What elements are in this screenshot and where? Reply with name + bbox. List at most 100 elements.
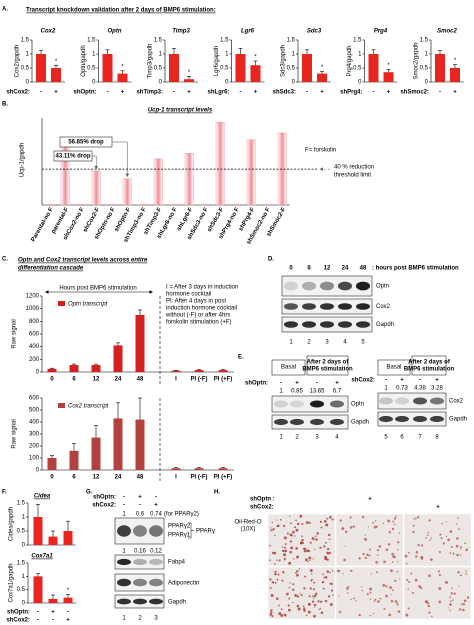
- y-tick-label: 100: [29, 456, 40, 462]
- note: induction hormone cocktail: [166, 306, 237, 312]
- lipid-droplet: [309, 541, 312, 544]
- lipid-droplet: [420, 556, 424, 560]
- lipid-droplet: [290, 522, 292, 525]
- bar: [36, 54, 46, 82]
- lane-header: 0: [289, 266, 293, 272]
- panel-letter: C.: [2, 257, 8, 263]
- lipid-droplet: [441, 522, 443, 525]
- lipid-droplet: [312, 595, 314, 598]
- lipid-droplet: [323, 519, 327, 523]
- lane-number: 5: [384, 435, 388, 441]
- lipid-droplet: [317, 600, 320, 603]
- lipid-droplet: [410, 572, 413, 575]
- bar: [215, 121, 225, 206]
- sh-label: shOptn:: [7, 610, 30, 616]
- lane-header: 48: [360, 266, 367, 272]
- band-note: (for PPARγ2): [164, 512, 199, 518]
- x-tick-label: PI (+F): [214, 475, 233, 481]
- lipid-droplet: [278, 612, 282, 616]
- x-tick-label: PI (-F): [191, 475, 208, 481]
- lipid-droplet: [391, 552, 394, 556]
- lipid-droplet: [393, 517, 397, 520]
- significance: *: [454, 58, 457, 64]
- lipid-droplet: [350, 569, 353, 572]
- lipid-droplet: [324, 541, 327, 544]
- lipid-droplet: [309, 559, 311, 561]
- lipid-droplet: [362, 552, 365, 556]
- sh-sign: -: [123, 503, 125, 509]
- lipid-droplet: [407, 588, 409, 590]
- sh-label: shLgr6:: [207, 90, 229, 96]
- lipid-droplet: [407, 607, 410, 610]
- bar: [250, 65, 261, 82]
- condition-box: [411, 355, 447, 376]
- lipid-droplet: [326, 552, 330, 555]
- lipid-droplet: [304, 575, 307, 578]
- sh-sign: -: [123, 495, 125, 501]
- lane-number: 4: [343, 340, 347, 346]
- lipid-droplet: [373, 600, 376, 603]
- lipid-droplet: [372, 612, 375, 615]
- lipid-droplet: [465, 572, 468, 575]
- significance: *: [121, 64, 124, 70]
- significance: *: [188, 70, 191, 76]
- sh-label: shCox2:: [6, 90, 30, 96]
- band: [379, 397, 393, 405]
- lipid-droplet: [388, 613, 392, 617]
- lipid-droplet: [461, 603, 463, 605]
- bar: [117, 73, 128, 82]
- lipid-droplet: [302, 605, 305, 608]
- band: [274, 418, 288, 426]
- lane-header: 12: [324, 266, 331, 272]
- lipid-droplet: [274, 563, 276, 565]
- sh-label: shTimp3:: [136, 90, 163, 96]
- lipid-droplet: [353, 597, 355, 600]
- lipid-droplet: [414, 517, 417, 520]
- lipid-droplet: [290, 534, 293, 537]
- condition-box: [271, 359, 306, 376]
- bar: [435, 54, 445, 82]
- x-tick-label: I: [175, 377, 177, 383]
- lipid-droplet: [289, 582, 291, 584]
- bar: [48, 599, 58, 603]
- row-label: Cox2: [376, 304, 391, 310]
- lipid-droplet: [329, 515, 332, 519]
- lipid-droplet: [415, 555, 418, 558]
- lipid-droplet: [343, 558, 346, 562]
- sh-sign: -: [306, 90, 308, 96]
- lipid-droplet: [413, 518, 415, 520]
- bar: [246, 139, 256, 206]
- note: I = After 3 days in induction: [166, 285, 238, 291]
- bar: [69, 450, 79, 470]
- lipid-droplet: [376, 549, 380, 552]
- lipid-droplet: [310, 579, 313, 582]
- lipid-droplet: [460, 574, 463, 577]
- x-tick-label: 48: [137, 475, 144, 481]
- lipid-droplet: [279, 518, 282, 521]
- lipid-droplet: [304, 558, 308, 562]
- row-label: Cox2: [449, 399, 464, 405]
- band-ratio: 1: [122, 549, 126, 555]
- bar: [63, 597, 73, 603]
- lipid-droplet: [450, 592, 453, 595]
- y-tick-label: 1.5: [287, 38, 296, 44]
- lipid-droplet: [284, 557, 286, 560]
- lipid-droplet: [309, 569, 313, 572]
- lipid-droplet: [326, 570, 330, 573]
- bar: [47, 458, 57, 470]
- lipid-droplet: [284, 549, 288, 553]
- lipid-droplet: [449, 603, 452, 606]
- blot: [377, 411, 447, 427]
- lipid-droplet: [367, 526, 369, 528]
- significance: *: [321, 65, 324, 71]
- lipid-droplet: [427, 602, 430, 605]
- lipid-droplet: [308, 595, 311, 598]
- bar: [169, 204, 179, 206]
- bar: [302, 54, 312, 82]
- lipid-droplet: [451, 587, 453, 590]
- lipid-droplet: [287, 608, 291, 612]
- lipid-droplet: [458, 585, 460, 587]
- sh-sign: +: [254, 90, 258, 96]
- y-tick-label: 1: [159, 52, 163, 58]
